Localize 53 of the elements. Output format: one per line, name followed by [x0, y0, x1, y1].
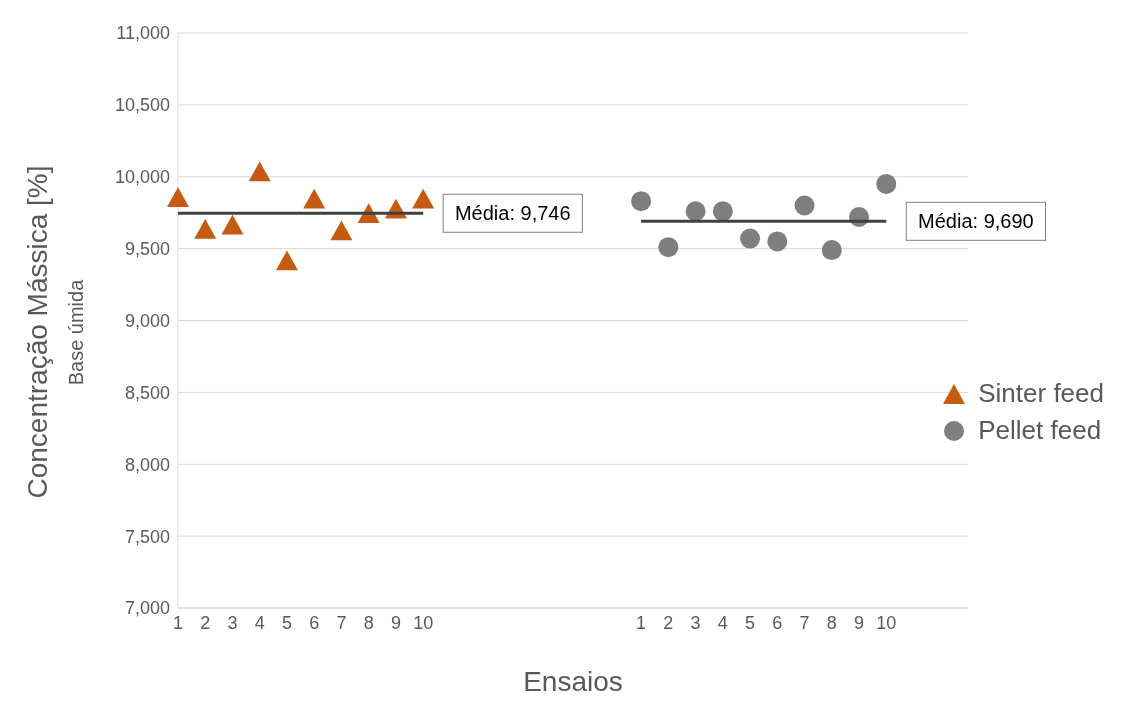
- x-tick-label: 5: [281, 612, 292, 633]
- y-tick-label: 9,000: [124, 310, 170, 331]
- x-tick-label: 4: [254, 612, 265, 633]
- y-tick-label: 11,000: [116, 23, 170, 44]
- y-tick-label: 7,000: [124, 598, 170, 619]
- point: [631, 191, 652, 212]
- text: Base úmida: [64, 278, 88, 388]
- y-tick-label: 10,500: [114, 95, 170, 116]
- x-tick-label: 3: [227, 612, 238, 633]
- x-tick-label: 1: [636, 612, 647, 633]
- x-tick-label: 1: [172, 612, 184, 633]
- x-tick-label: 7: [799, 612, 810, 633]
- point: [221, 214, 244, 235]
- x-tick-label: 2: [663, 612, 674, 633]
- legend-label: Pellet feed: [978, 415, 1102, 446]
- point: [194, 218, 217, 239]
- data-label: Média: 9,690: [918, 210, 1034, 233]
- x-tick-label: 6: [309, 612, 320, 633]
- y-tick-label: 8,500: [124, 382, 170, 403]
- point: [275, 250, 298, 271]
- x-tick-label: 10: [413, 612, 434, 633]
- point: [685, 201, 706, 222]
- x-tick-label: 2: [200, 612, 211, 633]
- y-tick-label: 8,000: [124, 454, 170, 475]
- point: [712, 201, 733, 222]
- legend-label: Sinter feed: [978, 378, 1104, 409]
- point: [167, 187, 189, 208]
- y-tick-label: 9,500: [124, 239, 170, 260]
- point: [821, 240, 842, 261]
- y-tick-label: 7,500: [124, 526, 170, 547]
- x-tick-label: 4: [717, 612, 728, 633]
- x-tick-label: 10: [876, 612, 897, 633]
- point: [303, 188, 326, 209]
- x-tick-label: 8: [826, 612, 837, 633]
- point: [794, 195, 815, 216]
- x-tick-label: 7: [336, 612, 347, 633]
- x-tick-label: 9: [390, 612, 401, 633]
- point: [767, 231, 788, 252]
- point: [658, 237, 679, 258]
- point: [876, 173, 897, 194]
- x-axis-title: Ensaios: [522, 666, 624, 698]
- data-label: Média: 9,746: [454, 202, 571, 225]
- x-tick-label: 8: [363, 612, 374, 633]
- x-tick-label: 6: [772, 612, 783, 633]
- point: [740, 228, 761, 249]
- y-axis-title: Concentração Mássica [%]: [22, 164, 54, 501]
- x-tick-label: 9: [854, 612, 865, 633]
- point: [330, 220, 353, 241]
- point: [248, 161, 271, 182]
- x-tick-label: 3: [690, 612, 701, 633]
- x-tick-label: 5: [745, 612, 756, 633]
- point: [412, 188, 435, 209]
- y-tick-label: 10,000: [114, 167, 170, 188]
